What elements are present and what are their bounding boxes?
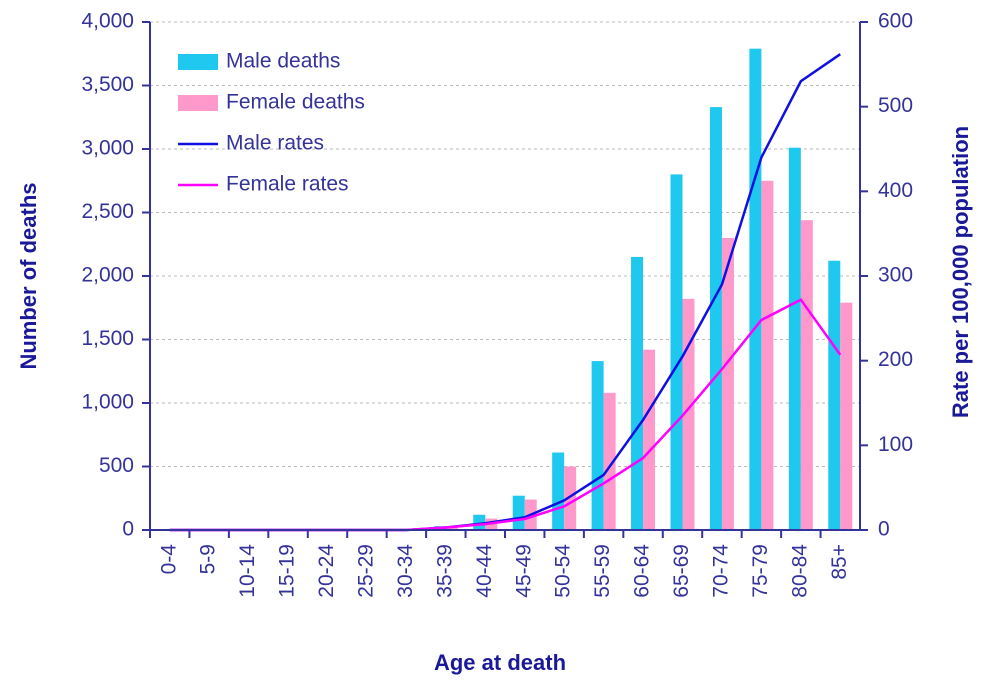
x-tick-label: 70-74 bbox=[709, 544, 732, 598]
bar bbox=[552, 452, 565, 530]
bar bbox=[670, 174, 683, 530]
y2-tick-label: 500 bbox=[878, 94, 913, 117]
x-tick-label: 0-4 bbox=[157, 544, 180, 575]
legend-label: Female deaths bbox=[226, 91, 365, 114]
x-tick-label: 75-79 bbox=[749, 544, 772, 598]
y-tick-label: 3,000 bbox=[81, 137, 134, 160]
y2-tick-label: 0 bbox=[878, 518, 890, 541]
y-tick-label: 2,500 bbox=[81, 200, 134, 223]
x-tick-label: 15-19 bbox=[276, 544, 299, 598]
y2-tick-label: 400 bbox=[878, 179, 913, 202]
x-tick-label: 60-64 bbox=[631, 544, 654, 598]
x-tick-label: 10-14 bbox=[236, 544, 259, 598]
bar bbox=[591, 361, 604, 530]
bar bbox=[682, 298, 695, 530]
bar bbox=[788, 147, 801, 531]
y-tick-label: 1,000 bbox=[81, 391, 134, 414]
legend-label: Female rates bbox=[226, 173, 349, 196]
x-tick-label: 55-59 bbox=[591, 544, 614, 598]
y-tick-label: 500 bbox=[99, 454, 134, 477]
legend-label: Male rates bbox=[226, 132, 324, 155]
y-tick-label: 1,500 bbox=[81, 327, 134, 350]
y2-tick-label: 100 bbox=[878, 433, 913, 456]
bar bbox=[721, 237, 734, 530]
bar bbox=[643, 349, 656, 530]
x-tick-label: 5-9 bbox=[197, 544, 220, 574]
bar bbox=[840, 302, 853, 530]
legend-swatch bbox=[178, 54, 218, 70]
x-tick-label: 40-44 bbox=[473, 544, 496, 598]
line bbox=[169, 53, 841, 532]
legend-swatch bbox=[178, 95, 218, 111]
x-tick-label: 45-49 bbox=[512, 544, 535, 598]
y2-tick-label: 300 bbox=[878, 264, 913, 287]
bar bbox=[445, 527, 458, 530]
y2-tick-label: 600 bbox=[878, 10, 913, 33]
legend-label: Male deaths bbox=[226, 50, 340, 73]
bar bbox=[709, 107, 722, 530]
x-tick-label: 50-54 bbox=[552, 544, 575, 598]
y-tick-label: 4,000 bbox=[81, 10, 134, 33]
x-tick-label: 65-69 bbox=[670, 544, 693, 598]
bar bbox=[749, 48, 762, 531]
y-tick-label: 0 bbox=[122, 518, 134, 541]
y-tick-label: 2,000 bbox=[81, 264, 134, 287]
x-tick-label: 85+ bbox=[828, 544, 851, 580]
bar bbox=[603, 392, 616, 530]
line bbox=[169, 298, 842, 532]
x-tick-label: 20-24 bbox=[315, 544, 338, 598]
y-axis-title: Number of deaths bbox=[16, 182, 41, 369]
y2-tick-label: 200 bbox=[878, 348, 913, 371]
bar bbox=[828, 260, 841, 530]
x-axis-title: Age at death bbox=[434, 650, 566, 675]
x-tick-label: 80-84 bbox=[788, 544, 811, 598]
x-tick-label: 30-34 bbox=[394, 544, 417, 598]
bar bbox=[512, 495, 525, 530]
x-tick-label: 35-39 bbox=[433, 544, 456, 598]
bar bbox=[631, 256, 644, 530]
bar bbox=[800, 220, 813, 530]
y2-axis-title: Rate per 100,000 population bbox=[948, 126, 973, 418]
bar bbox=[564, 466, 577, 530]
x-tick-label: 25-29 bbox=[354, 544, 377, 598]
bar bbox=[761, 180, 774, 530]
bar bbox=[473, 514, 486, 530]
y-tick-label: 3,500 bbox=[81, 73, 134, 96]
